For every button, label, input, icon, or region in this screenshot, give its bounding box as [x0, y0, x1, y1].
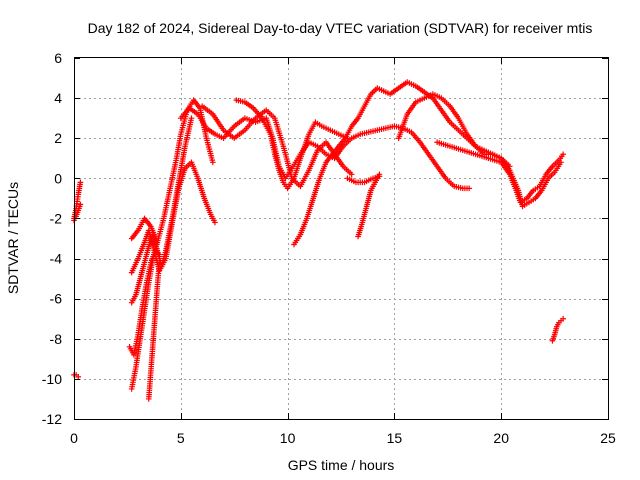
- x-tick-label: 10: [280, 430, 296, 446]
- data-point: [188, 115, 195, 121]
- data-point: [466, 185, 472, 192]
- data-series: [199, 103, 355, 190]
- y-tick-label: 2: [54, 130, 62, 146]
- chart-title: Day 182 of 2024, Sidereal Day-to-day VTE…: [88, 20, 593, 36]
- data-series: [549, 315, 566, 344]
- data-series: [291, 79, 513, 248]
- data-point: [154, 239, 161, 246]
- y-tick-label: -2: [50, 210, 63, 226]
- data-point: [348, 171, 355, 178]
- x-tick-label: 5: [177, 430, 185, 446]
- y-tick-label: 0: [54, 170, 62, 186]
- data-point: [560, 151, 566, 158]
- y-axis-title: SDTVAR / TECUs: [5, 182, 21, 294]
- x-axis-title: GPS time / hours: [288, 457, 395, 473]
- y-tick-label: -10: [42, 371, 62, 387]
- data-point: [376, 173, 383, 180]
- data-point: [212, 219, 218, 226]
- data-series: [128, 239, 161, 392]
- data-point: [210, 159, 216, 166]
- tick-labels: 0 5 10 15 20 25 -12 -10 -8 -6 -4 -2 0 2 4 6: [42, 50, 616, 446]
- data-point: [77, 179, 84, 186]
- data-series: [233, 97, 351, 192]
- data-point: [560, 315, 566, 322]
- y-tick-label: -8: [50, 331, 63, 347]
- data-point: [156, 259, 163, 266]
- data-point: [75, 374, 82, 380]
- plot-frame: [74, 57, 609, 420]
- x-tick-label: 15: [387, 430, 403, 446]
- plot-data: [71, 79, 566, 402]
- y-tick-label: 6: [54, 50, 62, 66]
- data-point: [77, 201, 84, 208]
- data-series: [145, 259, 163, 402]
- y-tick-label: -6: [50, 291, 63, 307]
- data-series: [355, 171, 383, 240]
- x-tick-label: 0: [70, 430, 78, 446]
- x-tick-label: 25: [600, 430, 616, 446]
- grid: [74, 58, 608, 419]
- data-series: [434, 139, 566, 206]
- y-tick-label: -4: [50, 251, 63, 267]
- data-series: [344, 173, 383, 186]
- y-tick-label: -12: [42, 411, 62, 427]
- data-point: [156, 251, 163, 258]
- x-tick-label: 20: [493, 430, 509, 446]
- y-tick-label: 4: [54, 90, 62, 106]
- axis-ticks: [74, 58, 609, 420]
